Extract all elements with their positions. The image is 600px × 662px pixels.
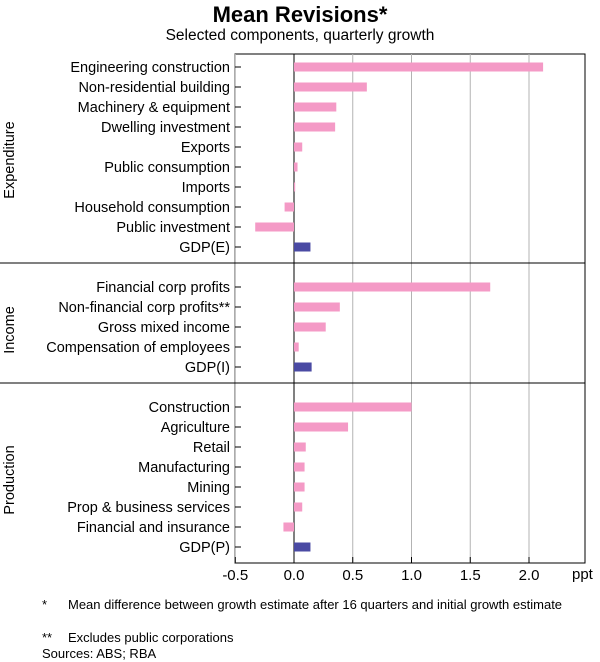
category-label: GDP(I)	[185, 360, 230, 376]
x-tick-label: 2.0	[519, 567, 540, 584]
bar	[294, 282, 491, 292]
category-label: Household consumption	[74, 200, 230, 216]
category-label: Agriculture	[161, 420, 230, 436]
category-label: GDP(E)	[179, 240, 230, 256]
footnote-1-text: Mean difference between growth estimate …	[68, 597, 563, 612]
bar	[294, 102, 337, 112]
bar	[294, 342, 299, 352]
footnote-1-mark: *	[42, 597, 48, 612]
category-label: Financial corp profits	[96, 280, 230, 296]
bar	[294, 82, 367, 92]
bar	[294, 142, 303, 152]
category-label: Manufacturing	[138, 460, 230, 476]
category-label: Retail	[193, 440, 230, 456]
bar	[294, 302, 340, 312]
category-label: Imports	[182, 180, 230, 196]
category-label: Non-financial corp profits**	[58, 300, 230, 316]
bar	[294, 162, 298, 172]
category-label: Gross mixed income	[98, 320, 230, 336]
bar	[294, 322, 326, 332]
category-label: Non-residential building	[78, 80, 230, 96]
category-label: Exports	[181, 140, 230, 156]
panel-label: Income	[2, 306, 18, 354]
bar	[294, 402, 412, 412]
footnote-2-text: Excludes public corporations	[68, 630, 234, 645]
gdp-bar	[294, 242, 311, 252]
bar	[283, 522, 294, 532]
x-axis-unit-label: ppt	[572, 566, 594, 583]
category-label: Dwelling investment	[101, 120, 230, 136]
category-label: GDP(P)	[179, 540, 230, 556]
chart-subtitle: Selected components, quarterly growth	[165, 27, 435, 44]
x-tick-label: 0.5	[342, 567, 363, 584]
gdp-bar	[294, 362, 312, 372]
x-tick-label: 1.5	[460, 567, 481, 584]
category-label: Financial and insurance	[77, 520, 230, 536]
bar	[284, 202, 294, 212]
sources: Sources: ABS; RBA	[42, 646, 157, 661]
category-label: Mining	[187, 480, 230, 496]
bar	[294, 422, 349, 432]
footnote-2: ** Excludes public corporations	[42, 629, 592, 646]
category-label: Public consumption	[104, 160, 230, 176]
panel-label: Production	[2, 445, 18, 514]
bar	[294, 502, 303, 512]
x-tick-label: -0.5	[222, 567, 248, 584]
bar	[294, 182, 296, 192]
panel-label: Expenditure	[2, 121, 18, 198]
bar	[294, 442, 306, 452]
bar	[294, 62, 544, 72]
category-label: Construction	[149, 400, 230, 416]
x-tick-label: 0.0	[284, 567, 305, 584]
footnote-2-mark: **	[42, 630, 53, 645]
bar	[294, 122, 336, 132]
footnote-1: * Mean difference between growth estimat…	[42, 596, 592, 630]
x-tick-label: 1.0	[401, 567, 422, 584]
category-label: Compensation of employees	[46, 340, 230, 356]
chart-title: Mean Revisions*	[212, 2, 388, 27]
category-label: Engineering construction	[70, 60, 230, 76]
gdp-bar	[294, 542, 311, 552]
category-label: Prop & business services	[67, 500, 230, 516]
bar	[294, 482, 305, 492]
category-label: Public investment	[116, 220, 230, 236]
plot-frame	[234, 53, 586, 564]
bar	[255, 222, 294, 232]
category-label: Machinery & equipment	[78, 100, 230, 116]
bar	[294, 462, 305, 472]
